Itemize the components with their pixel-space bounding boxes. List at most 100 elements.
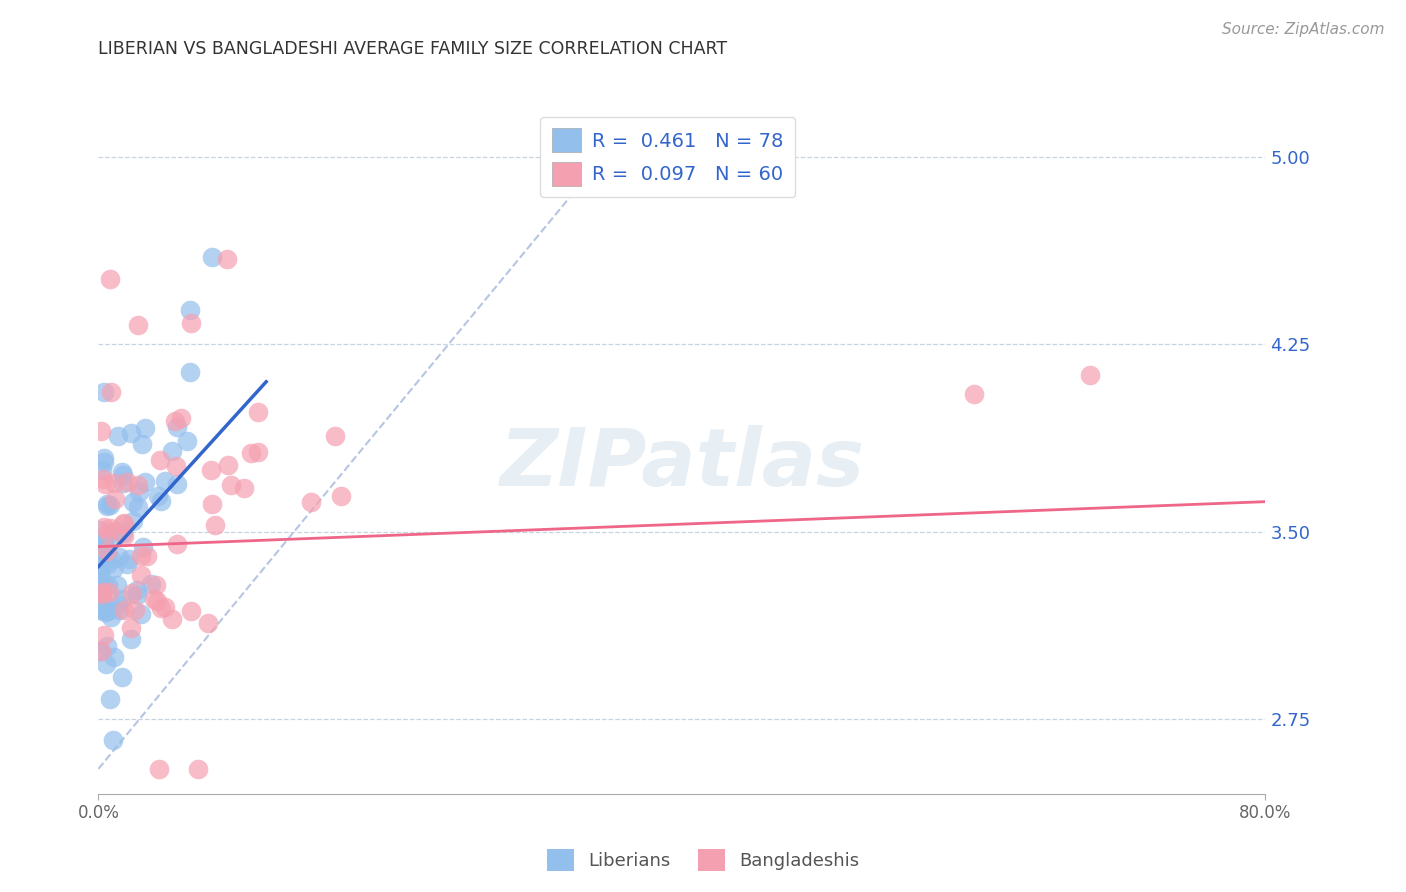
Point [124,603,146,617]
Point [98,272,121,286]
Point [90,542,112,557]
Point [100,552,122,566]
Point [97,578,120,592]
Point [204,518,226,533]
Point [121,586,143,600]
Point [105,577,128,591]
Point [112,516,135,531]
Point [149,453,172,467]
Point [91,596,114,610]
Point [149,600,172,615]
Point [127,500,149,514]
Point [240,446,263,460]
Point [100,610,122,624]
Point [153,599,176,614]
Point [122,495,145,509]
Point [962,386,984,401]
Point [93,455,115,469]
Point [93,534,115,549]
Point [97,532,120,546]
Text: Source: ZipAtlas.com: Source: ZipAtlas.com [1222,22,1385,37]
Point [160,444,183,458]
Point [180,604,202,618]
Point [111,475,134,490]
Point [148,762,170,776]
Point [97,584,120,599]
Point [89,644,111,658]
Point [89,571,111,585]
Point [134,420,156,434]
Point [91,472,114,486]
Point [89,603,111,617]
Point [90,560,112,574]
Point [91,538,114,552]
Point [98,521,121,535]
Point [330,489,353,503]
Point [233,481,256,495]
Point [162,612,184,626]
Point [89,601,111,615]
Point [93,628,115,642]
Point [108,603,131,617]
Point [97,604,120,618]
Point [179,365,201,379]
Point [219,478,242,492]
Point [97,524,120,539]
Point [166,537,188,551]
Point [200,463,222,477]
Point [118,552,141,566]
Point [197,616,219,631]
Point [150,494,173,508]
Point [120,621,142,635]
Point [131,549,153,563]
Point [180,316,202,330]
Point [129,607,152,621]
Point [89,524,111,538]
Point [90,424,112,438]
Point [217,252,239,266]
Point [89,566,111,580]
Point [170,411,193,425]
Text: ZIPatlas: ZIPatlas [499,425,865,503]
Point [111,465,134,479]
Point [91,574,114,589]
Point [127,588,149,602]
Point [146,594,169,608]
Point [103,650,125,665]
Point [103,476,125,491]
Point [108,549,131,564]
Point [127,478,149,492]
Point [107,429,129,443]
Point [96,500,118,514]
Point [93,477,115,491]
Point [90,587,112,601]
Point [89,558,111,573]
Point [201,497,224,511]
Text: LIBERIAN VS BANGLADESHI AVERAGE FAMILY SIZE CORRELATION CHART: LIBERIAN VS BANGLADESHI AVERAGE FAMILY S… [98,40,727,58]
Point [100,385,122,400]
Point [89,580,111,594]
Point [96,544,118,558]
Point [166,476,188,491]
Point [127,318,149,333]
Point [111,670,134,684]
Point [131,437,153,451]
Point [127,582,149,597]
Point [93,385,115,400]
Point [146,489,169,503]
Legend: Liberians, Bangladeshis: Liberians, Bangladeshis [540,842,866,879]
Point [112,526,135,541]
Point [105,524,128,538]
Point [187,762,209,776]
Point [135,549,157,563]
Point [1080,368,1102,383]
Point [121,514,143,528]
Point [89,532,111,546]
Point [91,587,114,601]
Legend: R =  0.461   N = 78, R =  0.097   N = 60: R = 0.461 N = 78, R = 0.097 N = 60 [540,117,796,197]
Point [120,632,142,646]
Point [96,639,118,653]
Point [142,592,165,607]
Point [96,497,118,511]
Point [165,459,187,474]
